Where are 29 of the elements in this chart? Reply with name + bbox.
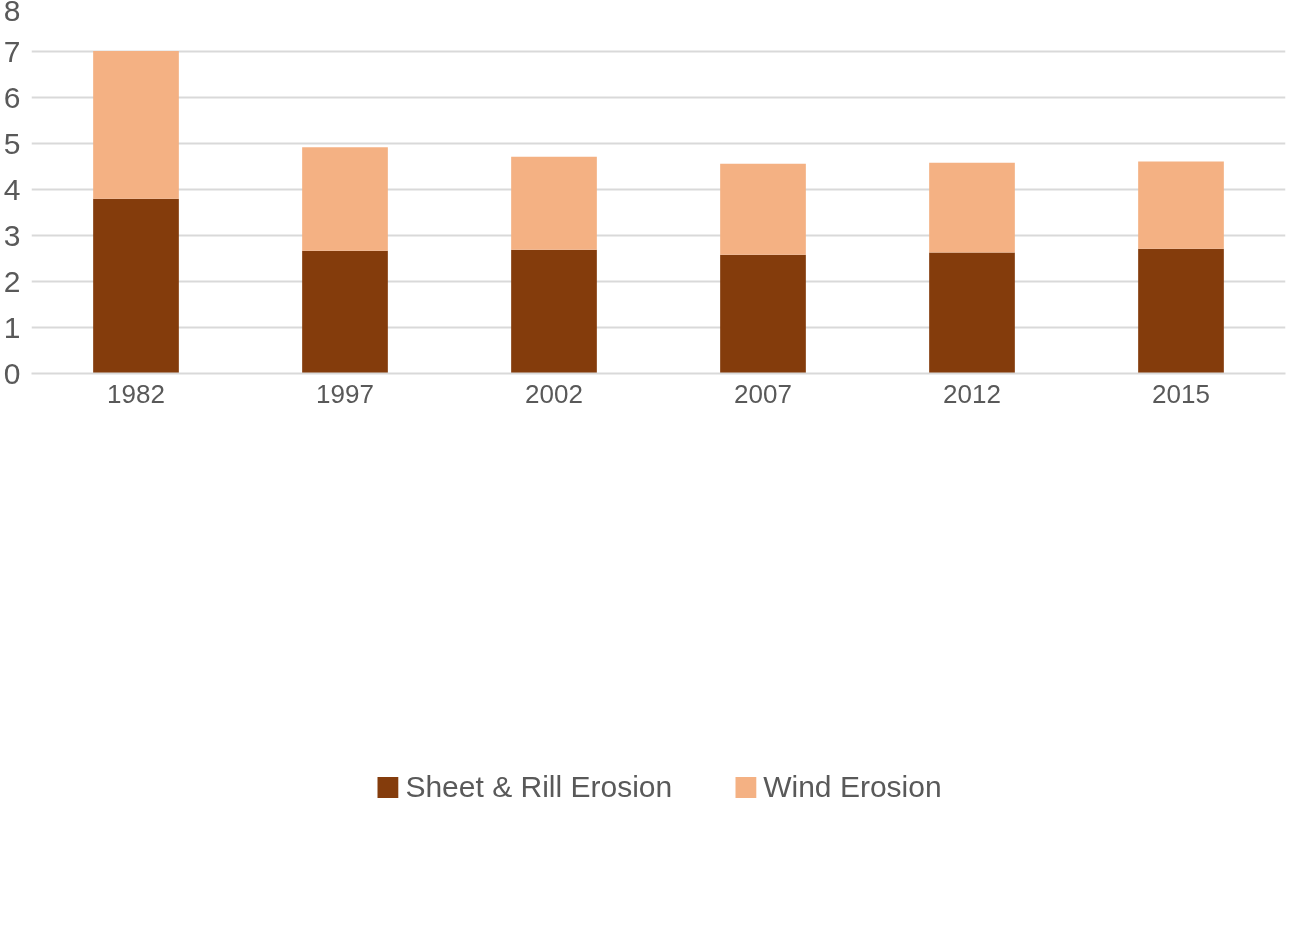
bar: [93, 51, 179, 199]
bar: [302, 250, 388, 374]
y-tick-label: 2: [3, 264, 21, 298]
bar: [720, 254, 806, 374]
y-tick-label: 6: [3, 80, 21, 114]
y-tick-label: 0: [3, 356, 21, 390]
bar: [929, 252, 1015, 374]
bar: [1138, 161, 1224, 249]
y-tick-label: 3: [3, 218, 21, 252]
x-tick-label: 1982: [107, 378, 165, 409]
bar: [511, 156, 597, 250]
bar: [1138, 248, 1224, 374]
y-tick-label: 1: [3, 310, 21, 344]
y-tick-label: 7: [3, 34, 21, 68]
legend-label: Wind Erosion: [763, 769, 942, 804]
y-tick-label: 4: [3, 172, 21, 206]
bar: [720, 163, 806, 255]
x-tick-label: 2012: [943, 378, 1001, 409]
x-tick-label: 2015: [1152, 378, 1210, 409]
bar: [511, 249, 597, 374]
x-tick-label: 2002: [525, 378, 583, 409]
x-tick-label: 1997: [316, 378, 374, 409]
y-tick-label: 8: [3, 0, 21, 27]
y-tick-label: 5: [3, 126, 21, 160]
bar: [302, 147, 388, 251]
legend-label: Sheet & Rill Erosion: [405, 769, 673, 804]
bar: [929, 162, 1015, 253]
bar: [93, 198, 179, 374]
x-tick-label: 2007: [734, 378, 792, 409]
